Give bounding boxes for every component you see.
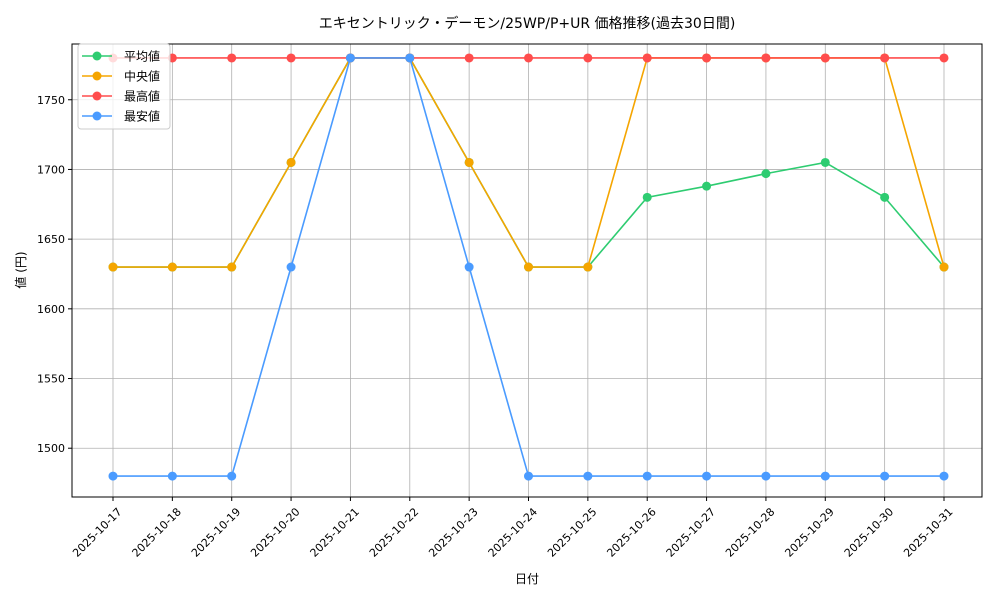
data-point xyxy=(524,53,533,63)
legend-marker xyxy=(92,111,102,121)
data-point xyxy=(939,471,949,481)
x-tick-label: 2025-10-23 xyxy=(426,505,480,559)
data-point xyxy=(227,53,237,63)
grid xyxy=(72,44,982,497)
x-tick-label: 2025-10-20 xyxy=(248,505,302,559)
legend-marker xyxy=(92,51,102,61)
data-point xyxy=(524,262,533,272)
x-tick-label: 2025-10-25 xyxy=(545,505,599,559)
data-point xyxy=(642,192,652,202)
plot-frame xyxy=(71,43,983,498)
data-point xyxy=(464,157,474,167)
data-point xyxy=(820,53,830,63)
legend-box xyxy=(77,43,171,130)
data-point xyxy=(702,181,712,191)
data-point xyxy=(880,53,890,63)
y-tick-label: 1550 xyxy=(37,373,65,386)
data-point xyxy=(583,262,593,272)
data-point xyxy=(820,471,830,481)
data-point xyxy=(761,471,771,481)
data-point xyxy=(820,157,830,167)
data-point xyxy=(642,471,652,481)
data-point xyxy=(642,53,652,63)
x-tick-label: 2025-10-26 xyxy=(604,505,658,559)
legend-marker xyxy=(92,71,102,81)
x-axis-label: 日付 xyxy=(515,572,539,586)
y-tick-label: 1500 xyxy=(37,442,65,455)
x-tick-label: 2025-10-17 xyxy=(70,505,124,559)
data-point xyxy=(583,471,593,481)
x-tick-label: 2025-10-27 xyxy=(664,505,718,559)
y-tick-label: 1750 xyxy=(37,94,65,107)
data-point xyxy=(702,53,712,63)
y-tick-label: 1600 xyxy=(37,303,65,316)
data-point xyxy=(286,157,296,167)
legend-marker xyxy=(92,91,102,101)
legend-label: 最高値 xyxy=(124,89,160,104)
data-point xyxy=(405,53,415,63)
x-tick-label: 2025-10-28 xyxy=(723,505,777,559)
chart-title: エキセントリック・デーモン/25WP/P+UR 価格推移(過去30日間) xyxy=(319,15,736,32)
x-tick-label: 2025-10-29 xyxy=(782,505,836,559)
data-point xyxy=(345,53,355,63)
data-point xyxy=(939,53,949,63)
data-point xyxy=(761,53,771,63)
x-tick-label: 2025-10-18 xyxy=(130,505,184,559)
data-point xyxy=(880,192,890,202)
data-point xyxy=(167,262,177,272)
y-tick-label: 1700 xyxy=(37,163,65,176)
data-point xyxy=(286,53,296,63)
data-point xyxy=(464,262,474,272)
x-tick-label: 2025-10-30 xyxy=(842,505,896,559)
data-point xyxy=(464,53,474,63)
data-point xyxy=(227,262,237,272)
y-axis-label: 値 (円) xyxy=(13,251,28,288)
data-point xyxy=(702,471,712,481)
legend-label: 平均値 xyxy=(124,49,160,64)
data-point xyxy=(939,262,949,272)
y-tick-label: 1650 xyxy=(37,233,65,246)
x-tick-label: 2025-10-22 xyxy=(367,505,421,559)
data-point xyxy=(761,169,771,179)
data-point xyxy=(227,471,237,481)
data-point xyxy=(108,471,118,481)
x-tick-label: 2025-10-19 xyxy=(189,505,243,559)
legend-label: 中央値 xyxy=(124,69,160,84)
legend-label: 最安値 xyxy=(124,109,160,124)
data-point xyxy=(286,262,296,272)
data-point xyxy=(583,53,593,63)
data-point xyxy=(880,471,890,481)
x-tick-label: 2025-10-24 xyxy=(486,505,540,559)
data-point xyxy=(167,471,177,481)
data-point xyxy=(524,471,533,481)
x-tick-label: 2025-10-31 xyxy=(901,505,955,559)
x-tick-label: 2025-10-21 xyxy=(308,505,362,559)
data-point xyxy=(108,262,118,272)
